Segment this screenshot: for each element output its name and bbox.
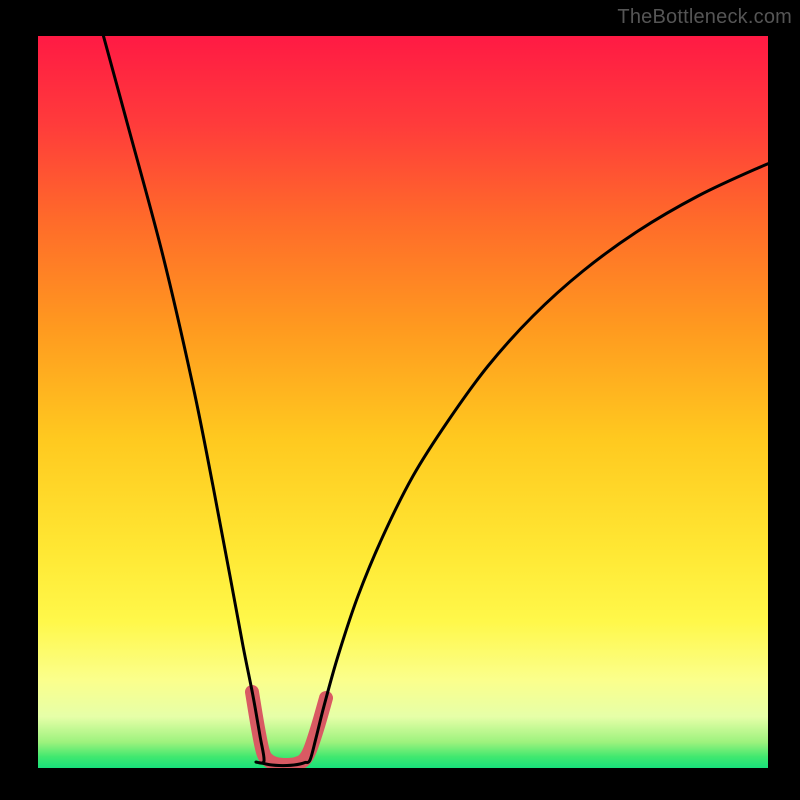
bottleneck-curve	[98, 36, 768, 766]
canvas-root: TheBottleneck.com	[0, 0, 800, 800]
plot-area	[38, 36, 768, 768]
watermark-text: TheBottleneck.com	[617, 6, 792, 29]
curve-layer	[38, 36, 768, 768]
